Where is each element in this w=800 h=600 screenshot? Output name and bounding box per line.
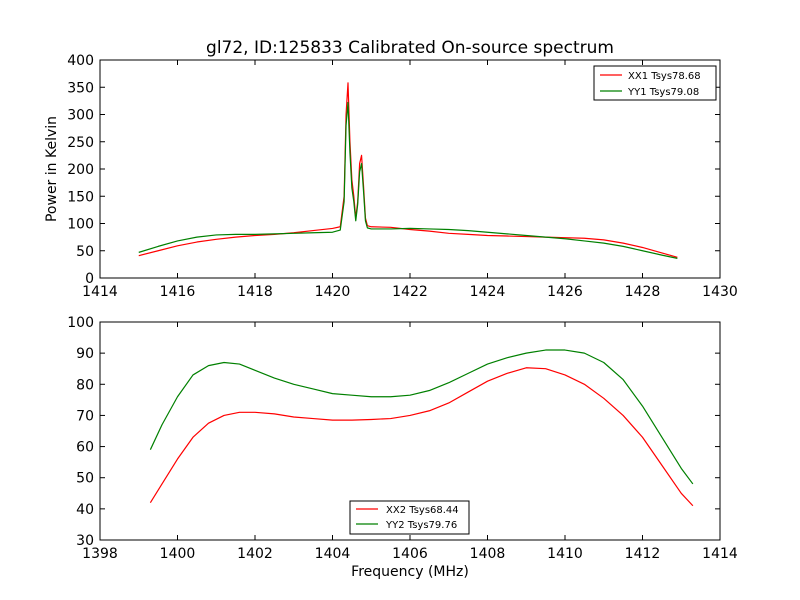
y-tick-label: 350: [67, 80, 94, 96]
bottom-legend-box: [349, 500, 470, 535]
legend-label-xx2: XX2 Tsys68.44: [386, 505, 459, 516]
top-ticks-group: 1414 1416 1418 1420 1422 1424 1426 1428 1430 0 50 1…: [67, 53, 738, 300]
chart-title: gl72, ID:125833 Calibrated On-source spe…: [206, 38, 614, 58]
x-tick-label: 1408: [470, 546, 506, 562]
y-tick-label: 50: [76, 471, 94, 487]
legend-label-yy2: YY2 Tsys79.76: [385, 520, 457, 531]
x-tick-label: 1406: [392, 546, 428, 562]
legend-label-xx1: XX1 Tsys78.68: [628, 71, 701, 82]
y-tick-label: 90: [76, 346, 94, 362]
x-tick-label: 1404: [315, 546, 351, 562]
y-tick-label: 150: [67, 189, 94, 205]
x-tick-label: 1416: [160, 284, 196, 300]
y-tick-label: 60: [76, 440, 94, 456]
x-tick-label: 1414: [82, 284, 118, 300]
x-tick-label: 1430: [702, 284, 738, 300]
x-tick-label: 1412: [625, 546, 661, 562]
x-tick-label: 1418: [237, 284, 273, 300]
y-tick-label: 50: [76, 244, 94, 260]
bottom-ticks-group: 1398 1400 1402 1404 1406 1408 1410 1412 1414 30 40…: [67, 315, 738, 562]
bottom-axes-frame: [99, 321, 721, 541]
y-tick-label: 30: [76, 533, 94, 549]
series-line-xx2: [149, 367, 694, 507]
y-tick-label: 0: [85, 271, 94, 287]
y-tick-label: 400: [67, 53, 94, 69]
series-line-yy2: [149, 349, 694, 485]
x-tick-label: 1424: [470, 284, 506, 300]
y-tick-label: 100: [67, 315, 94, 331]
y-tick-label: 80: [76, 377, 94, 393]
y-axis-label: Power in Kelvin: [44, 116, 60, 222]
bottom-panel: 1398 1400 1402 1404 1406 1408 1410 1412 1414 30 40…: [67, 315, 738, 580]
x-tick-label: 1426: [547, 284, 583, 300]
top-axes-frame: [99, 59, 721, 279]
top-panel: gl72, ID:125833 Calibrated On-source spe…: [44, 38, 738, 300]
x-tick-label: 1400: [160, 546, 196, 562]
series-line-yy1: [138, 101, 678, 259]
top-legend-box: [593, 65, 717, 101]
legend-label-yy1: YY1 Tsys79.08: [627, 87, 699, 98]
top-legend: XX1 Tsys78.68 YY1 Tsys79.08: [593, 65, 717, 101]
x-tick-label: 1414: [702, 546, 738, 562]
bottom-legend: XX2 Tsys68.44 YY2 Tsys79.76: [349, 500, 470, 535]
bottom-series-group: [149, 349, 694, 507]
x-tick-label: 1422: [392, 284, 428, 300]
x-axis-label: Frequency (MHz): [351, 564, 469, 580]
x-tick-label: 1402: [237, 546, 273, 562]
y-tick-label: 200: [67, 162, 94, 178]
x-tick-label: 1420: [315, 284, 351, 300]
y-tick-label: 250: [67, 135, 94, 151]
x-tick-label: 1410: [547, 546, 583, 562]
x-tick-label: 1428: [625, 284, 661, 300]
x-tick-label: 1398: [82, 546, 118, 562]
y-tick-label: 40: [76, 502, 94, 518]
y-tick-label: 300: [67, 108, 94, 124]
y-tick-label: 100: [67, 217, 94, 233]
y-tick-label: 70: [76, 408, 94, 424]
top-series-group: [138, 82, 678, 259]
